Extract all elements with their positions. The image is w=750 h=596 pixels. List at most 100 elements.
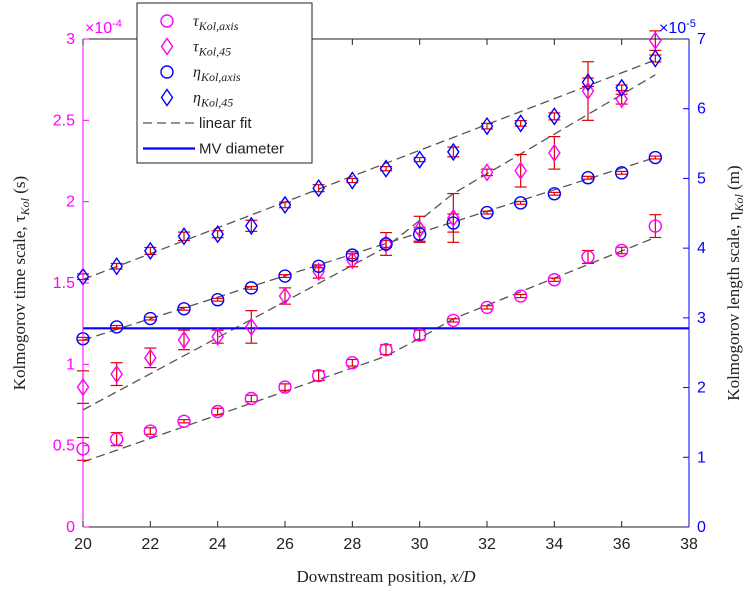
marker-eta-axis	[614, 166, 629, 180]
marker-tau-axis	[614, 243, 629, 258]
marker-eta-45	[244, 216, 258, 236]
marker-eta-45	[345, 171, 359, 190]
legend-marker-diamond	[160, 37, 174, 56]
marker-eta-axis	[311, 259, 326, 273]
marker-eta-axis	[547, 187, 562, 201]
legend-label: τKol,45	[193, 39, 231, 59]
left-exponent-label: ×10-4	[85, 18, 122, 37]
right-y-tick-label: 1	[697, 449, 706, 466]
marker-eta-axis	[143, 311, 158, 326]
x-tick-label: 20	[74, 536, 92, 553]
marker-tau-45	[177, 330, 191, 350]
marker-eta-axis	[177, 302, 191, 316]
legend-marker-diamond	[160, 88, 174, 107]
x-tick-label: 36	[613, 536, 631, 553]
marker-tau-axis	[480, 300, 494, 315]
marker-layer	[76, 31, 663, 456]
marker-tau-axis	[412, 328, 427, 342]
x-tick-label: 30	[411, 536, 429, 553]
marker-tau-45	[244, 317, 258, 337]
marker-eta-45	[110, 257, 124, 276]
marker-eta-45	[143, 241, 157, 261]
left-y-tick-label: 0	[66, 519, 75, 536]
marker-eta-45	[648, 49, 662, 68]
marker-eta-axis	[581, 171, 595, 185]
x-tick-label: 38	[680, 536, 698, 553]
x-tick-label: 26	[276, 536, 294, 553]
marker-tau-axis	[648, 219, 663, 233]
marker-eta-axis	[446, 216, 461, 230]
marker-tau-45	[312, 262, 326, 281]
marker-eta-45	[312, 178, 326, 198]
legend-marker-circle	[160, 65, 174, 79]
marker-tau-axis	[446, 313, 461, 328]
right-y-axis-title: Kolmogorov length scale, ηKol (m)	[724, 165, 746, 400]
left-y-tick-label: 0.5	[53, 438, 75, 455]
marker-tau-axis	[311, 369, 326, 383]
marker-eta-45	[379, 159, 393, 178]
marker-tau-45	[379, 234, 393, 254]
right-y-tick-label: 0	[697, 519, 706, 536]
marker-tau-45	[446, 208, 460, 228]
marker-tau-axis	[177, 414, 191, 428]
marker-tau-45	[547, 143, 561, 163]
marker-tau-axis	[278, 380, 292, 394]
marker-tau-axis	[513, 289, 528, 303]
marker-eta-45	[278, 195, 292, 215]
marker-eta-45	[413, 150, 427, 169]
right-exponent-label: ×10-5	[659, 18, 696, 37]
marker-tau-45	[514, 161, 528, 180]
marker-tau-45	[581, 81, 595, 101]
x-tick-label: 34	[545, 536, 563, 553]
right-y-tick-label: 3	[697, 310, 706, 327]
marker-eta-45	[177, 227, 191, 246]
legend-box	[136, 2, 313, 164]
marker-eta-axis	[480, 205, 494, 220]
left-y-tick-label: 3	[66, 31, 75, 48]
marker-tau-45	[648, 31, 662, 50]
linear-fit-line-2	[82, 156, 656, 341]
left-y-axis-title: Kolmogorov time scale, τKol (s)	[10, 176, 32, 390]
marker-eta-axis	[278, 269, 292, 283]
marker-eta-45	[547, 107, 561, 126]
marker-eta-45	[615, 78, 629, 98]
right-y-tick-label: 7	[697, 31, 706, 48]
legend-label: τKol,axis	[193, 13, 239, 33]
legend-label: MV diameter	[199, 141, 284, 158]
marker-eta-45	[446, 142, 460, 162]
marker-tau-45	[345, 250, 359, 270]
marker-tau-axis	[143, 424, 158, 438]
left-y-tick-label: 1	[66, 356, 75, 373]
axes-layer: 20 22 24 26 28 30 32 34 36 3800.511.522.530123456…	[10, 18, 746, 586]
marker-eta-axis	[412, 227, 427, 241]
legend: τKol,axis τKol,45 ηKol,axis ηKol,45 linear f…	[136, 2, 313, 164]
marker-tau-axis	[109, 432, 124, 446]
marker-tau-45	[480, 163, 494, 182]
marker-tau-axis	[244, 391, 259, 406]
linear-fit-line-3	[82, 59, 656, 281]
linear-fit-line-0	[82, 236, 656, 463]
x-tick-label: 32	[478, 536, 496, 553]
marker-eta-axis	[244, 281, 259, 295]
legend-label: ηKol,45	[193, 90, 233, 110]
x-axis-title: Downstream position, x/D	[297, 567, 477, 586]
x-tick-label: 28	[343, 536, 361, 553]
right-y-tick-label: 5	[697, 170, 706, 187]
marker-eta-axis	[648, 150, 663, 165]
marker-tau-axis	[581, 250, 595, 264]
right-y-tick-label: 4	[697, 240, 706, 257]
marker-eta-axis	[513, 196, 528, 210]
marker-eta-axis	[109, 320, 124, 334]
left-y-tick-label: 2.5	[53, 112, 75, 129]
marker-tau-45	[211, 327, 225, 346]
right-y-tick-label: 6	[697, 101, 706, 118]
left-y-tick-label: 2	[66, 194, 75, 211]
left-y-tick-label: 1.5	[53, 275, 75, 292]
legend-marker-circle	[160, 14, 174, 28]
marker-tau-45	[615, 89, 629, 109]
marker-tau-45	[110, 364, 124, 384]
marker-tau-45	[413, 220, 427, 239]
marker-eta-axis	[345, 248, 360, 262]
marker-tau-axis	[379, 342, 393, 357]
